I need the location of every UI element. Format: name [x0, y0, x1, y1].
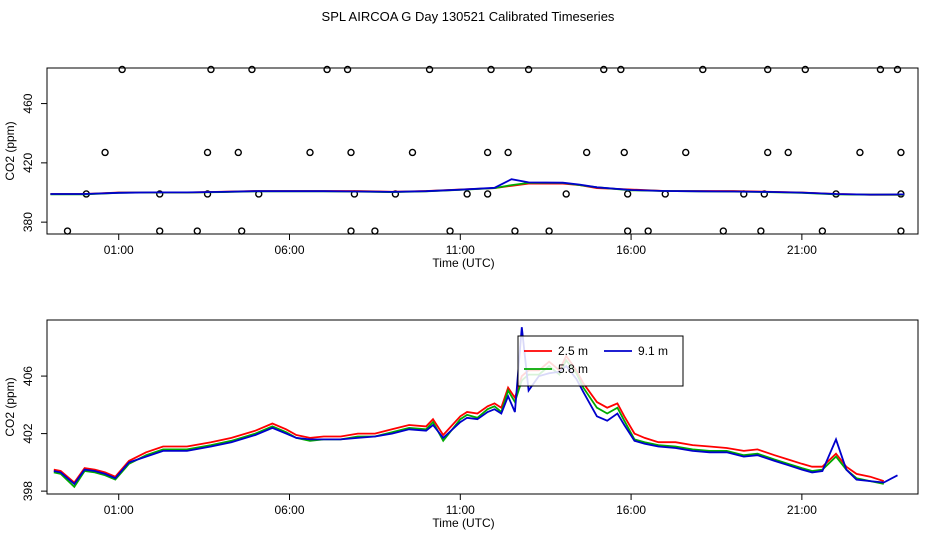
data-point [156, 190, 164, 198]
data-point [620, 148, 628, 157]
data-point [483, 190, 492, 198]
data-point [446, 227, 454, 235]
data-point [600, 65, 608, 74]
x-tick-label: 21:00 [787, 503, 817, 517]
data-point [784, 148, 792, 157]
series-line-0-2 [50, 178, 905, 196]
data-point [764, 65, 772, 74]
series-line-5-8-m [53, 358, 884, 489]
data-point [623, 227, 632, 235]
y-tick-label: 402 [21, 423, 35, 443]
plot-frame [46, 319, 919, 495]
data-point [617, 65, 625, 74]
x-axis-label: Time (UTC) [432, 516, 494, 530]
legend-label: 5.8 m [558, 362, 588, 376]
x-tick-label: 16:00 [616, 243, 646, 257]
data-point [156, 227, 164, 235]
y-tick-label: 398 [21, 481, 35, 501]
data-point [347, 148, 355, 157]
data-point [623, 190, 632, 198]
y-tick-label: 420 [21, 153, 35, 173]
data-point [463, 190, 471, 198]
data-point [101, 148, 109, 157]
data-point [545, 227, 553, 235]
legend-label: 2.5 m [558, 344, 588, 358]
series-line-9-1-m [53, 327, 898, 486]
data-point [504, 148, 512, 157]
data-point [193, 227, 201, 235]
data-point [306, 148, 314, 157]
data-point [207, 65, 215, 74]
y-axis-label: CO2 (ppm) [3, 121, 17, 180]
y-tick-label: 406 [21, 366, 35, 386]
data-point [856, 148, 864, 157]
y-tick-label: 380 [21, 212, 35, 232]
data-point [203, 190, 212, 198]
data-point [719, 227, 728, 235]
x-tick-label: 06:00 [274, 243, 304, 257]
x-tick-label: 11:00 [446, 243, 475, 257]
x-tick-label: 01:00 [104, 243, 134, 257]
data-point [764, 148, 772, 157]
data-point [234, 148, 242, 157]
data-point [757, 227, 765, 235]
data-point [118, 65, 126, 74]
data-point [897, 227, 905, 235]
data-point [897, 148, 905, 157]
x-tick-label: 01:00 [104, 503, 134, 517]
data-point [893, 65, 902, 74]
data-point [682, 148, 690, 157]
bottom-panel-co2-by-height: 01:00 06:00 11:00 16:00 21:00 Time (UTC) 398 40… [3, 319, 919, 530]
data-point [699, 65, 707, 74]
y-tick-label: 460 [21, 93, 35, 113]
top-panel-calibrated-scatter: 01:00 06:00 11:00 16:00 21:00 Time (UTC) 380 42… [3, 65, 919, 270]
data-point [511, 227, 519, 235]
data-point [408, 148, 417, 157]
chart-title: SPL AIRCOA G Day 130521 Calibrated Times… [321, 9, 615, 24]
data-point [63, 227, 72, 235]
data-point [876, 65, 885, 74]
data-point [323, 65, 331, 74]
x-tick-label: 06:00 [274, 503, 304, 517]
y-axis-label: CO2 (ppm) [3, 377, 17, 436]
x-tick-label: 21:00 [787, 243, 817, 257]
legend-label: 9.1 m [638, 344, 668, 358]
x-tick-label: 16:00 [616, 503, 646, 517]
data-point [371, 227, 379, 235]
data-point [801, 65, 809, 74]
data-point [644, 227, 652, 235]
plot-frame [46, 67, 919, 235]
data-point [483, 148, 492, 157]
data-point [347, 227, 355, 235]
legend-box [517, 335, 684, 387]
data-point [203, 148, 212, 157]
data-point [237, 227, 246, 235]
data-point [582, 148, 591, 157]
data-point [524, 65, 533, 74]
data-point [562, 190, 570, 198]
x-axis-label: Time (UTC) [432, 256, 494, 270]
data-point [248, 65, 256, 74]
x-tick-label: 11:00 [446, 503, 475, 517]
data-point [343, 65, 352, 74]
data-point [818, 227, 827, 235]
data-point [425, 65, 434, 74]
data-point [487, 65, 495, 74]
series-line-2-5-m [53, 354, 885, 484]
